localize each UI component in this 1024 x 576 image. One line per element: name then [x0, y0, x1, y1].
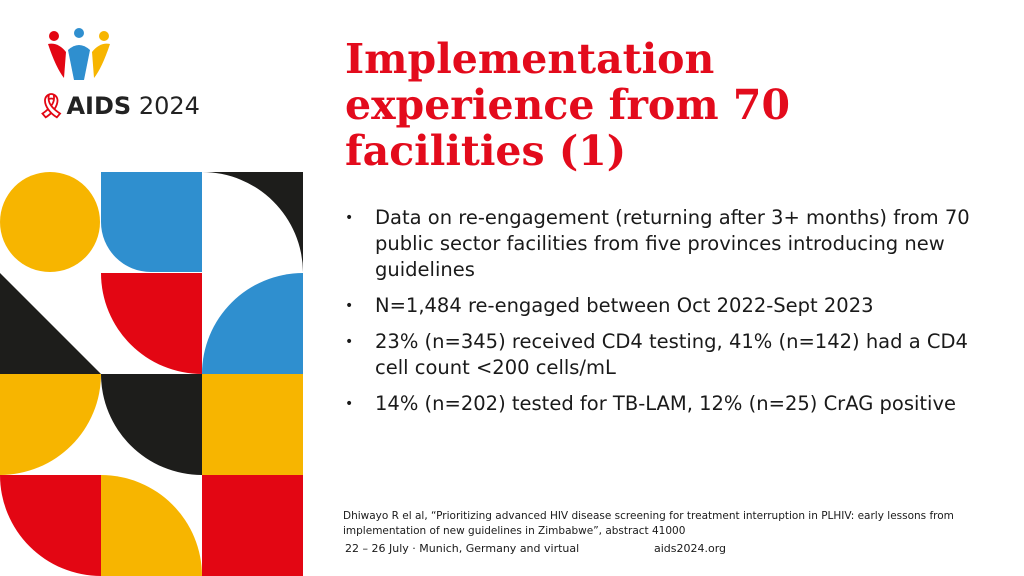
- bullet-item: • Data on re-engagement (returning after …: [345, 205, 1005, 283]
- bullet-text: 14% (n=202) tested for TB-LAM, 12% (n=25…: [375, 392, 956, 415]
- bullet-marker: •: [345, 396, 354, 412]
- bullet-item: • 14% (n=202) tested for TB-LAM, 12% (n=2…: [345, 391, 1005, 417]
- bullet-list: • Data on re-engagement (returning after …: [345, 205, 1005, 427]
- bullet-marker: •: [345, 334, 354, 350]
- bullet-text: N=1,484 re-engaged between Oct 2022-Sept…: [375, 294, 874, 317]
- slide-title: Implementation experience from 70 facili…: [345, 35, 790, 175]
- bullet-item: • 23% (n=345) received CD4 testing, 41% (…: [345, 329, 1005, 381]
- logo-wordmark: 🎗AIDS 2024: [36, 92, 200, 120]
- logo-brand: AIDS: [66, 92, 132, 120]
- logo-year: 2024: [138, 92, 200, 120]
- decorative-pattern: [0, 172, 303, 576]
- aids2024-logo: 🎗AIDS 2024: [30, 28, 200, 123]
- bullet-marker: •: [345, 210, 354, 226]
- bullet-text: 23% (n=345) received CD4 testing, 41% (n…: [375, 330, 968, 379]
- bullet-item: • N=1,484 re-engaged between Oct 2022-Sep…: [345, 293, 1005, 319]
- bullet-text: Data on re-engagement (returning after 3…: [375, 206, 970, 281]
- footer-date: 22 – 26 July · Munich, Germany and virtu…: [345, 542, 580, 555]
- people-figures-icon: [48, 28, 110, 80]
- red-ribbon-icon: 🎗: [36, 92, 67, 120]
- citation-text: Dhiwayo R el al, “Prioritizing advanced …: [343, 510, 954, 537]
- bullet-marker: •: [345, 298, 354, 314]
- footer-url: aids2024.org: [654, 542, 727, 555]
